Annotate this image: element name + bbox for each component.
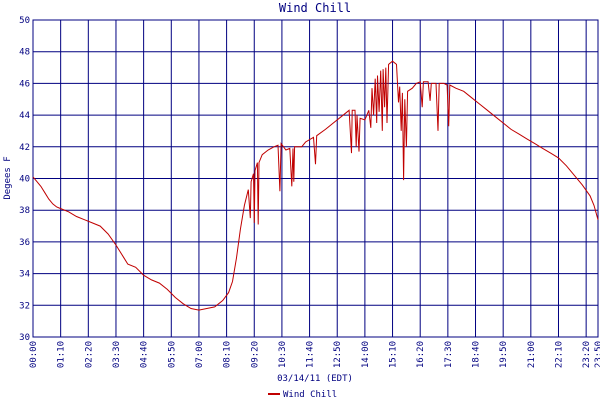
y-tick-label: 44: [19, 111, 30, 121]
x-tick-label: 07:00: [195, 341, 205, 368]
x-tick-label: 09:20: [250, 341, 260, 368]
x-tick-label: 02:20: [84, 341, 94, 368]
x-tick-label: 04:40: [140, 341, 150, 368]
chart-title: Wind Chill: [279, 1, 351, 15]
y-tick-label: 38: [19, 206, 30, 216]
x-tick-label: 03:30: [112, 341, 122, 368]
y-tick-label: 36: [19, 238, 30, 248]
y-tick-label: 46: [19, 79, 30, 89]
x-tick-label: 01:10: [57, 341, 67, 368]
y-tick-label: 32: [19, 301, 30, 311]
x-tick-label: 17:30: [444, 341, 454, 368]
x-tick-label: 11:40: [306, 341, 316, 368]
x-tick-label: 23:50: [594, 341, 600, 368]
y-tick-label: 48: [19, 48, 30, 58]
x-tick-label: 10:30: [278, 341, 288, 368]
x-tick-label: 23:20: [582, 341, 592, 368]
y-tick-label: 42: [19, 143, 30, 153]
x-tick-label: 18:40: [472, 341, 482, 368]
y-axis-label: Degees F: [3, 156, 13, 199]
y-tick-label: 34: [19, 270, 30, 280]
x-tick-label: 05:50: [167, 341, 177, 368]
legend-label: Wind Chill: [283, 390, 337, 400]
line-series: [32, 60, 599, 311]
x-tick-label: 16:20: [416, 341, 426, 368]
y-tick-label: 30: [19, 333, 30, 343]
x-tick-label: 22:10: [554, 341, 564, 368]
x-tick-label: 19:50: [499, 341, 509, 368]
x-tick-label: 08:10: [223, 341, 233, 368]
x-tick-label: 14:00: [361, 341, 371, 368]
y-tick-label: 50: [19, 16, 30, 26]
x-tick-label: 21:00: [527, 341, 537, 368]
x-tick-label: 15:10: [389, 341, 399, 368]
y-tick-label: 40: [19, 175, 30, 185]
x-tick-label: 12:50: [333, 341, 343, 368]
x-tick-label: 00:00: [29, 341, 39, 368]
x-axis-label: 03/14/11 (EDT): [277, 374, 353, 384]
